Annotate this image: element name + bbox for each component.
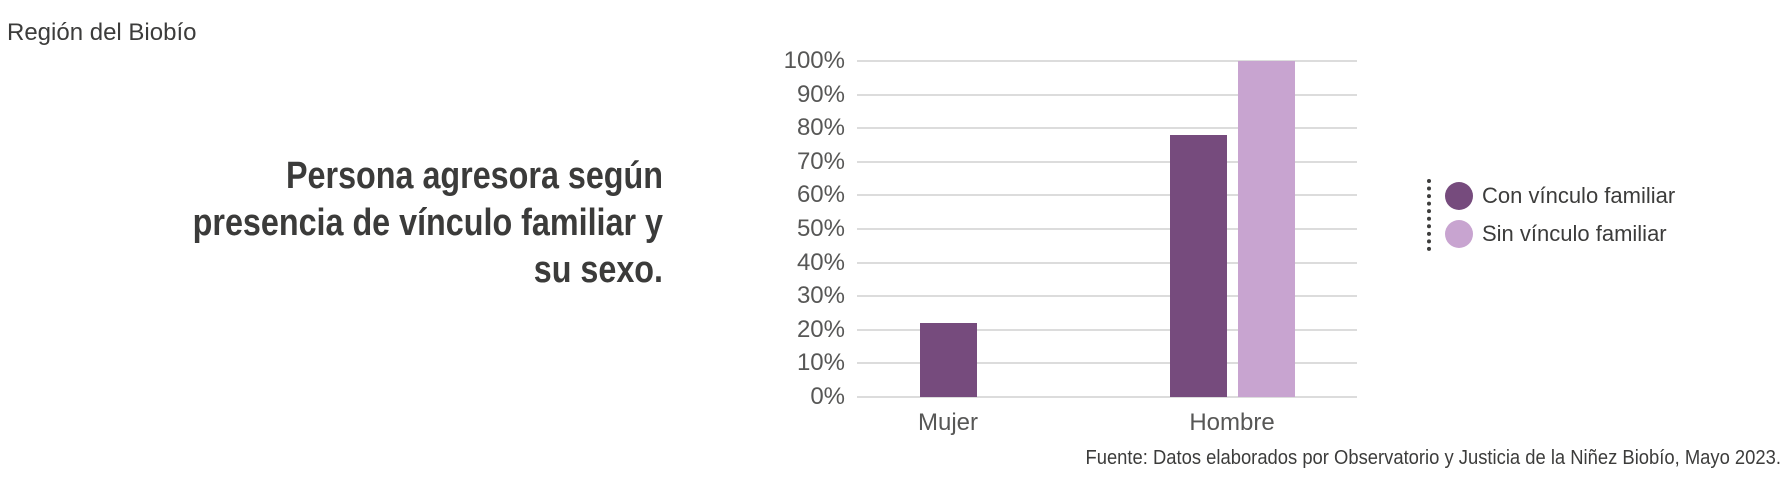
gridline-40: [857, 261, 1357, 264]
legend-item: Sin vínculo familiar: [1445, 220, 1675, 248]
chart-title-line: su sexo.: [533, 249, 663, 291]
legend-item: Con vínculo familiar: [1445, 182, 1675, 210]
y-axis-tick-label: 50%: [796, 215, 845, 242]
gridline-50: [857, 228, 1357, 230]
chart-legend: Con vínculo familiar Sin vínculo familiar: [1427, 179, 1675, 251]
region-label: Región del Biobío: [7, 19, 197, 46]
bar-hombre-serie-1: [1237, 61, 1295, 397]
chart-title-line: presencia de vínculo familiar y: [192, 202, 663, 244]
source-note: Fuente: Datos elaborados por Observatori…: [1085, 447, 1781, 469]
legend-label: Con vínculo familiar: [1482, 183, 1676, 208]
y-axis-tick-label: 10%: [796, 349, 845, 377]
gridline-90: [857, 93, 1357, 96]
gridline-30: [857, 295, 1357, 298]
legend-swatch-circle-icon: [1445, 182, 1473, 210]
gridline-60: [857, 194, 1357, 197]
legend-swatch-circle-icon: [1445, 220, 1473, 248]
y-axis-tick-label: 60%: [796, 181, 845, 209]
legend-label: Sin vínculo familiar: [1482, 221, 1667, 246]
gridline-10: [857, 362, 1357, 365]
y-axis-tick-label: 0%: [810, 383, 845, 410]
y-axis-tick-label: 90%: [796, 80, 845, 108]
y-axis-tick-label: 80%: [796, 114, 845, 142]
y-axis-tick-label: 100%: [783, 47, 845, 74]
x-axis-category-label: Mujer: [917, 409, 979, 436]
y-axis-tick-label: 30%: [796, 282, 845, 310]
bar-mujer-serie-0: [919, 323, 977, 397]
gridline-0: [857, 396, 1357, 398]
y-axis-tick-label: 40%: [796, 248, 845, 276]
gridline-70: [857, 160, 1357, 163]
gridline-20: [857, 328, 1357, 331]
bar-hombre-serie-0: [1169, 134, 1227, 397]
chart-title: Persona agresora según presencia de vínc…: [119, 153, 663, 294]
x-axis-category-label: Hombre: [1189, 409, 1275, 436]
y-axis-tick-label: 70%: [796, 147, 845, 175]
gridline-80: [857, 127, 1357, 130]
gridline-100: [857, 60, 1357, 62]
bar-chart-plot-area: 0% 10% 20% 30% 40% 50% 60% 70% 80% 90% 100% Mujer Ho…: [784, 47, 1357, 436]
y-axis-tick-label: 20%: [796, 315, 845, 343]
chart-title-line: Persona agresora según: [286, 155, 663, 197]
